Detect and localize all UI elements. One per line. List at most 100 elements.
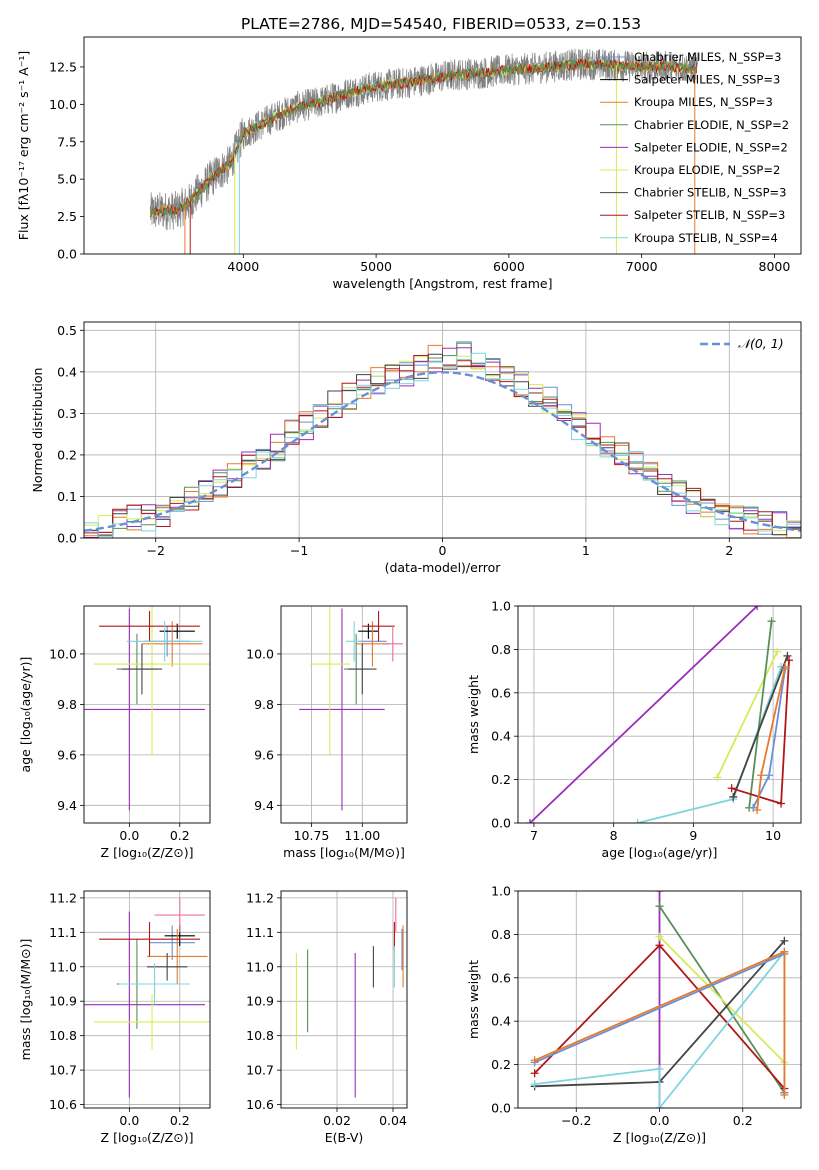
x-tick-label: 0.0 [119,1113,139,1128]
weight-line-chabrier_stelib [732,655,789,798]
x-axis-label: (data-model)/error [385,560,502,575]
x-tick-label: 10.75 [294,828,330,843]
x-tick-label: 8000 [759,259,791,274]
y-tick-label: 0.2 [491,772,511,787]
y-tick-label: 0.8 [491,927,511,942]
weight-marker-kroupa_miles [753,805,762,814]
y-tick-label: 10.9 [246,994,274,1009]
y-tick-label: 10.8 [246,1028,274,1043]
x-tick-label: 5000 [360,259,392,274]
y-tick-label: 0.2 [491,1057,511,1072]
x-tick-label: 0 [439,543,447,558]
weight-line-kroupa_elodie [658,935,786,1064]
axes-frame [517,605,802,824]
y-tick-label: 11.2 [49,890,77,905]
x-axis-label: Z [log₁₀(Z/Z⊙)] [613,1130,706,1145]
spectrum-panel: 4000 5000 6000 7000 8000 0.0 2.5 5.0 7.5 10.0 12.5… [16,36,802,291]
y-axis-label: Normed distribution [30,368,45,493]
weight-marker-chabrier_stelib [783,651,792,660]
y-axis-label: mass [log₁₀(M/M⊙)] [18,939,33,1061]
weight-marker-kroupa_stelib [655,1064,664,1073]
y-tick-label: 10.6 [49,1097,77,1112]
y-tick-label: 0.8 [491,642,511,657]
y-tick-label: 2.5 [57,209,77,224]
weight-lines [530,891,789,1108]
weight-marker-kroupa_miles [780,947,789,956]
axes-frame [83,890,211,1109]
weight-marker-salpeter_elodie [655,891,664,895]
y-tick-label: 0.1 [57,489,77,504]
weight-marker-kroupa_stelib [633,819,642,823]
axes-frame [280,890,408,1109]
mass_vs_Z-panel: 0.0 0.2 10.6 10.7 10.8 10.9 11.0 11.1 11.2 Z [log… [18,890,211,1145]
x-axis-label: E(B-V) [325,1130,364,1145]
x-axis-label: age [log₁₀(age/yr)] [602,845,718,860]
weight-marker-chabrier_elodie [655,902,664,911]
figure-title: PLATE=2786, MJD=54540, FIBERID=0533, z=0… [241,15,641,33]
y-tick-label: 10.0 [49,97,77,112]
weight-marker-kroupa_stelib [655,1104,664,1108]
x-tick-label: 0.2 [733,1113,753,1128]
x-tick-label: −1 [290,543,308,558]
y-axis-label: age [log₁₀(age/yr)] [18,657,33,773]
weight-marker-chabrier_stelib [780,936,789,945]
y-axis-label: mass weight [466,960,481,1039]
histograms [84,341,801,538]
y-tick-label: 0.4 [491,1014,511,1029]
error-bars [84,897,210,1098]
y-tick-label: 9.4 [254,798,274,813]
weight-marker-kroupa_miles [530,1056,539,1065]
weight-marker-kroupa_stelib [530,1080,539,1089]
y-tick-label: 0.0 [491,1101,511,1116]
y-tick-label: 12.5 [49,59,77,74]
y-tick-label: 10.7 [246,1063,274,1078]
axes-frame [83,605,211,824]
y-tick-label: 10.8 [49,1028,77,1043]
y-tick-label: 0.6 [491,685,511,700]
weight-marker-salpeter_elodie [753,606,762,610]
x-tick-label: 7000 [626,259,658,274]
y-tick-label: 9.6 [254,747,274,762]
y-tick-label: 7.5 [57,134,77,149]
weight-marker-salpeter_stelib [777,799,786,808]
weight-marker-salpeter_stelib [655,941,664,950]
weight-marker-chabrier_stelib [729,792,738,801]
y-tick-label: 1.0 [491,599,511,614]
legend-label-normal: 𝒩(0, 1) [738,336,784,351]
y-tick-label: 0.6 [491,970,511,985]
residuals-panel: −2 −1 0 1 2 0.0 0.1 0.2 0.3 0.4 0.5 (data-model)/er… [30,321,802,575]
x-tick-label: 10 [765,828,781,843]
y-tick-label: 10.0 [49,646,77,661]
spectrum-legend: Chabrier MILES, N_SSP=3 Salpeter MILES, N… [600,50,789,245]
y-tick-label: 0.3 [57,406,77,421]
y-tick-label: 9.4 [57,798,77,813]
x-tick-label: 0.04 [379,1113,407,1128]
weight-line-salpeter_elodie [529,606,758,823]
y-tick-label: 0.2 [57,447,77,462]
legend-label: Salpeter STELIB, N_SSP=3 [634,208,785,222]
weight-marker-kroupa_miles [780,1090,789,1099]
x-tick-label: 9 [689,828,697,843]
weight-marker-kroupa_elodie [713,773,722,782]
weight-marker-chabrier_miles [765,771,774,780]
y-tick-label: 0.0 [491,816,511,831]
weight-line-chabrier_elodie [748,621,773,808]
legend-label: Chabrier MILES, N_SSP=3 [634,50,781,64]
y-tick-label: 10.0 [246,646,274,661]
legend-label: Chabrier STELIB, N_SSP=3 [634,186,786,200]
y-tick-label: 11.1 [49,925,77,940]
mass_vs_ebv-panel: 0.02 0.04 10.6 10.7 10.8 10.9 11.0 11.1 11.2 E(B-… [246,890,408,1145]
x-tick-label: 4000 [227,259,259,274]
age_vs_mass-panel: 10.75 11.00 9.4 9.6 9.8 10.0 mass [log₁₀(M/M⊙)… [246,605,408,860]
weight-line-kroupa_elodie [716,651,778,778]
y-tick-label: 11.2 [246,890,274,905]
legend-label: Kroupa ELODIE, N_SSP=2 [634,163,780,177]
weight-marker-salpeter_stelib [727,784,736,793]
y-tick-label: 10.6 [246,1097,274,1112]
x-axis-label: Z [log₁₀(Z/Z⊙)] [101,1130,194,1145]
x-tick-label: 6000 [493,259,525,274]
y-tick-label: 9.8 [57,697,77,712]
weight-line-kroupa_stelib [534,951,786,1108]
x-tick-label: 7 [530,828,538,843]
